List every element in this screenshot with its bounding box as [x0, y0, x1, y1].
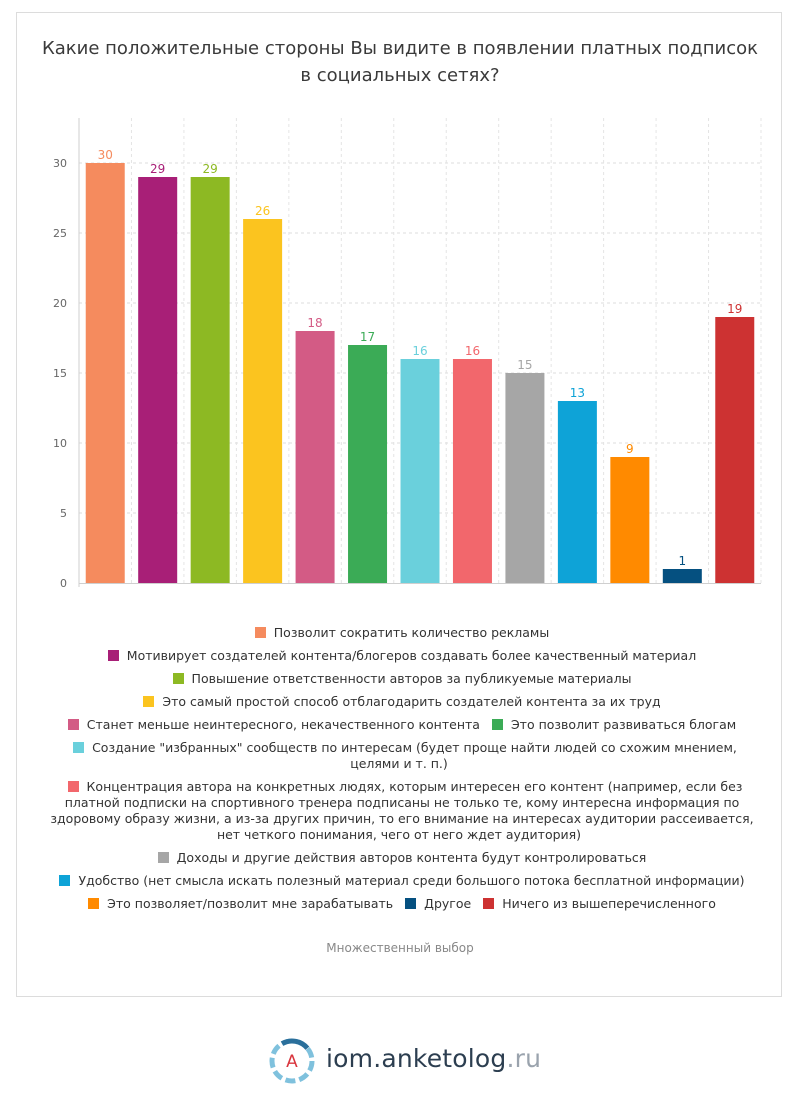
legend-swatch-2 [107, 650, 119, 661]
bar-2 [138, 177, 178, 583]
y-tick-label: 10 [53, 437, 67, 450]
bar-value-label-9: 15 [517, 358, 532, 372]
legend-item-13[interactable]: Ничего из вышеперечисленного [483, 896, 716, 911]
legend-label-8: Концентрация автора на конкретных людях,… [50, 779, 754, 842]
chart-title-line-1: Какие положительные стороны Вы видите в … [41, 38, 759, 59]
legend-swatch-9 [157, 852, 169, 863]
legend-row: Повышение ответственности авторов за пуб… [47, 671, 757, 687]
legend-item-6[interactable]: Это позволит развиваться блогам [491, 717, 737, 732]
legend-row: Позволит сократить количество рекламы [47, 625, 757, 641]
legend-label-6: Это позволит развиваться блогам [510, 717, 737, 732]
bar-value-label-2: 29 [150, 162, 165, 176]
legend-swatch-8 [67, 781, 79, 792]
legend-label-1: Позволит сократить количество рекламы [273, 625, 550, 640]
legend-swatch-11 [88, 898, 100, 909]
legend-row: Это самый простой способ отблагодарить с… [47, 694, 757, 710]
legend-label-12: Другое [424, 896, 472, 911]
chart-card: Какие положительные стороны Вы видите в … [16, 12, 782, 997]
bar-value-label-12: 1 [678, 554, 686, 568]
y-tick-label: 15 [53, 367, 67, 380]
bar-13 [715, 317, 755, 583]
bar-7 [400, 359, 440, 583]
y-tick-label: 20 [53, 297, 67, 310]
bar-value-label-11: 9 [626, 442, 634, 456]
legend-swatch-3 [172, 673, 184, 684]
logo-letter: A [286, 1052, 298, 1072]
y-tick-label: 30 [53, 157, 67, 170]
bar-12 [662, 569, 702, 583]
legend-item-2[interactable]: Мотивирует создателей контента/блогеров … [107, 648, 697, 663]
legend-item-1[interactable]: Позволит сократить количество рекламы [254, 625, 550, 640]
legend-label-10: Удобство (нет смысла искать полезный мат… [78, 873, 745, 888]
bar-8 [452, 359, 492, 583]
legend-row: Мотивирует создателей контента/блогеров … [47, 648, 757, 664]
legend-label-5: Станет меньше неинтересного, некачествен… [86, 717, 480, 732]
y-tick-label: 25 [53, 227, 67, 240]
legend-item-8[interactable]: Концентрация автора на конкретных людях,… [50, 779, 753, 842]
bar-10 [557, 401, 597, 583]
bar-value-label-6: 17 [360, 330, 375, 344]
legend-row: Это позволяет/позволит мне зарабатывать Д… [47, 896, 757, 912]
bar-value-label-5: 18 [307, 316, 322, 330]
legend-item-7[interactable]: Создание "избранных" сообществ по интере… [73, 740, 737, 771]
bar-value-label-8: 16 [465, 344, 480, 358]
legend: Позволит сократить количество рекламы Мот… [47, 625, 757, 919]
brand-tld[interactable]: .ru [506, 1044, 542, 1073]
legend-label-11: Это позволяет/позволит мне зарабатывать [107, 896, 394, 911]
legend-row: Создание "избранных" сообществ по интере… [47, 740, 757, 772]
bar-4 [243, 219, 283, 583]
legend-swatch-6 [491, 719, 503, 730]
legend-swatch-5 [67, 719, 79, 730]
legend-item-11[interactable]: Это позволяет/позволит мне зарабатывать [88, 896, 393, 911]
legend-label-13: Ничего из вышеперечисленного [502, 896, 716, 911]
bar-1 [85, 163, 125, 583]
y-tick-label: 0 [60, 577, 67, 590]
legend-label-4: Это самый простой способ отблагодарить с… [162, 694, 661, 709]
legend-swatch-12 [405, 898, 417, 909]
bar-11 [610, 457, 650, 583]
legend-label-2: Мотивирует создателей контента/блогеров … [126, 648, 697, 663]
brand-link[interactable]: iom.anketolog.ru [326, 1042, 541, 1076]
legend-swatch-7 [73, 742, 85, 753]
legend-item-5[interactable]: Станет меньше неинтересного, некачествен… [67, 717, 480, 732]
anketolog-logo-icon[interactable]: A [269, 1038, 315, 1084]
brand-name[interactable]: iom.anketolog [326, 1044, 507, 1073]
legend-item-3[interactable]: Повышение ответственности авторов за пуб… [172, 671, 632, 686]
chart-title: Какие положительные стороны Вы видите в … [17, 35, 783, 89]
chart-title-line-2: в социальных сетях? [300, 65, 500, 86]
legend-swatch-4 [143, 696, 155, 707]
legend-row: Станет меньше неинтересного, некачествен… [47, 717, 757, 733]
legend-label-9: Доходы и другие действия авторов контент… [176, 850, 647, 865]
legend-swatch-13 [483, 898, 495, 909]
legend-swatch-1 [254, 627, 266, 638]
bar-3 [190, 177, 230, 583]
legend-row: Удобство (нет смысла искать полезный мат… [47, 873, 757, 889]
legend-item-9[interactable]: Доходы и другие действия авторов контент… [157, 850, 647, 865]
bar-9 [505, 373, 545, 583]
legend-label-7: Создание "избранных" сообществ по интере… [92, 740, 737, 771]
legend-item-10[interactable]: Удобство (нет смысла искать полезный мат… [59, 873, 745, 888]
bar-chart: 0 5 10 15 20 25 30 30 29 29 26 18 17 16 16 15 13 9 1 19 [53, 118, 762, 590]
legend-row: Концентрация автора на конкретных людях,… [47, 779, 757, 843]
legend-item-12[interactable]: Другое [405, 896, 471, 911]
bar-value-label-3: 29 [203, 162, 218, 176]
multiple-choice-note: Множественный выбор [326, 941, 474, 955]
bar-value-label-10: 13 [570, 386, 585, 400]
legend-swatch-10 [59, 875, 71, 886]
bar-value-label-4: 26 [255, 204, 270, 218]
bar-value-label-7: 16 [412, 344, 427, 358]
legend-row: Доходы и другие действия авторов контент… [47, 850, 757, 866]
bar-value-label-1: 30 [98, 148, 113, 162]
bar-value-label-13: 19 [727, 302, 742, 316]
bar-6 [348, 345, 388, 583]
legend-item-4[interactable]: Это самый простой способ отблагодарить с… [143, 694, 661, 709]
y-tick-label: 5 [60, 507, 67, 520]
bar-5 [295, 331, 335, 583]
legend-label-3: Повышение ответственности авторов за пуб… [191, 671, 632, 686]
